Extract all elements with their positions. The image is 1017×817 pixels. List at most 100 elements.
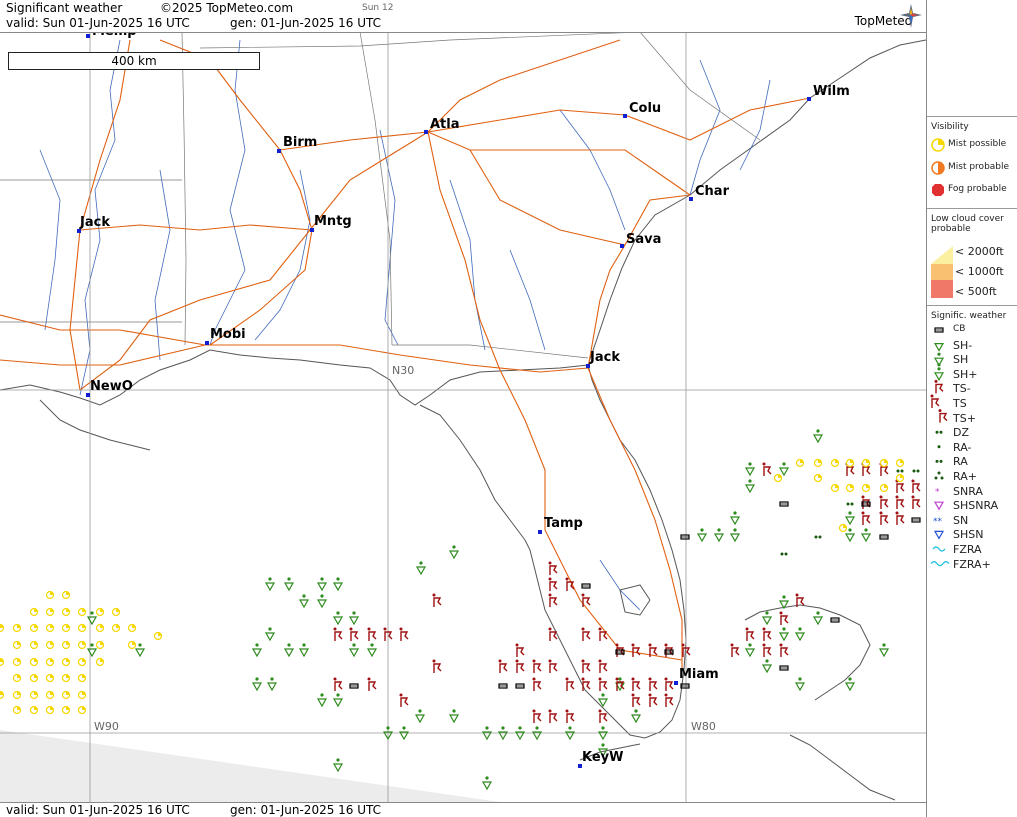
city-label-jack-fl[interactable]: Jack [590, 350, 620, 365]
legend-icon-ts-icon [930, 394, 940, 408]
legend-label-shsnra: SHSNRA [953, 499, 999, 513]
legend-icon-ts-icon [938, 409, 948, 423]
drizzle-symbol [912, 469, 920, 473]
cb-symbol [911, 517, 921, 523]
mist-symbol [153, 631, 163, 641]
mist-symbol [0, 690, 5, 700]
mist-symbol [0, 657, 5, 667]
city-label-wilm[interactable]: Wilm [813, 84, 850, 99]
mist-symbol [895, 458, 905, 468]
shower-symbol [744, 479, 756, 494]
legend-icon-ra-icon [934, 471, 944, 480]
mist-probable-icon [931, 161, 945, 175]
copyright: ©2025 TopMeteo.com [160, 1, 294, 15]
mist-symbol [813, 473, 823, 483]
thunderstorm-symbol [879, 495, 889, 509]
shower-symbol [630, 709, 642, 724]
cb-symbol [515, 683, 525, 689]
city-label-jack-ms[interactable]: Jack [80, 215, 110, 230]
shower-symbol [729, 511, 741, 526]
legend-icon-sn-icon: ** [933, 517, 943, 527]
shower-symbol [298, 643, 310, 658]
legend-label-ra: RA- [953, 440, 972, 454]
mist-symbol [45, 705, 55, 715]
thunderstorm-symbol [895, 511, 905, 525]
shower-symbol [481, 776, 493, 791]
city-label-mobi[interactable]: Mobi [210, 327, 246, 342]
shower-symbol [86, 643, 98, 658]
shower-symbol [597, 726, 609, 741]
legend-icon-cb-icon [934, 327, 944, 333]
thunderstorm-symbol [895, 495, 905, 509]
cb-symbol [861, 501, 871, 507]
city-label-mntg[interactable]: Mntg [314, 214, 352, 229]
fog-probable-icon [932, 184, 944, 196]
day-code: Sun 12 [362, 3, 394, 13]
city-label-miam[interactable]: Miam [679, 667, 719, 682]
cb-symbol [779, 665, 789, 671]
legend-icon-dz-icon [935, 430, 943, 434]
grid-label-n30: N30 [392, 364, 415, 377]
thunderstorm-symbol [879, 511, 889, 525]
thunderstorm-symbol [399, 627, 409, 641]
thunderstorm-symbol [615, 643, 625, 657]
legend-label-shsn: SHSN [953, 528, 984, 542]
shower-symbol [332, 693, 344, 708]
city-label-keyw[interactable]: KeyW [582, 750, 624, 765]
shower-symbol [398, 726, 410, 741]
shower-symbol [696, 528, 708, 543]
svg-text:**: ** [933, 517, 943, 527]
low-cloud-2000: < 2000ft [955, 245, 1004, 258]
thunderstorm-symbol [581, 659, 591, 673]
scale-bar: 400 km [8, 52, 260, 70]
city-label-newo[interactable]: NewO [90, 379, 133, 394]
map-panel[interactable]: N30 W90 W80 400 km Memp Wilm Colu Atla B… [0, 0, 926, 817]
thunderstorm-symbol [548, 627, 558, 641]
thunderstorm-symbol [532, 677, 542, 691]
shower-symbol [729, 528, 741, 543]
thunderstorm-symbol [648, 643, 658, 657]
legend-icon-ra-icon [935, 459, 943, 463]
legend-label-fzra: FZRA [953, 543, 982, 556]
shower-symbol [264, 627, 276, 642]
thunderstorm-symbol [581, 627, 591, 641]
shower-symbol [316, 577, 328, 592]
city-label-tamp[interactable]: Tamp [544, 516, 583, 531]
shower-symbol [531, 726, 543, 741]
legend-panel: Visibility Mist possible Mist probable F… [926, 0, 1017, 817]
shower-symbol [761, 659, 773, 674]
thunderstorm-symbol [762, 627, 772, 641]
shower-symbol [481, 726, 493, 741]
city-marker [205, 341, 209, 345]
city-label-colu[interactable]: Colu [629, 101, 662, 116]
thunderstorm-symbol [432, 593, 442, 607]
city-label-char[interactable]: Char [695, 184, 729, 199]
shower-symbol [812, 611, 824, 626]
city-marker [86, 34, 90, 38]
shower-symbol [251, 643, 263, 658]
cb-symbol [879, 534, 889, 540]
city-label-birm[interactable]: Birm [283, 135, 318, 150]
shower-symbol [778, 462, 790, 477]
thunderstorm-symbol [498, 659, 508, 673]
mist-symbol [0, 623, 5, 633]
mist-symbol [95, 607, 105, 617]
mist-symbol [895, 473, 905, 483]
mist-symbol [45, 590, 55, 600]
shower-symbol [316, 594, 328, 609]
thunderstorm-symbol [664, 643, 674, 657]
legend-label-fzra: FZRA+ [953, 557, 991, 571]
thunderstorm-symbol [349, 627, 359, 641]
legend-icon-shsn-icon [933, 530, 945, 540]
city-label-atla[interactable]: Atla [430, 117, 460, 132]
city-label-sava[interactable]: Sava [626, 232, 662, 247]
sigwx-legend-icons: *** [930, 327, 950, 567]
mist-possible-label: Mist possible [948, 139, 1007, 149]
brand-logo[interactable]: TopMeteo [854, 14, 912, 28]
shower-symbol [366, 643, 378, 658]
thunderstorm-symbol [861, 511, 871, 525]
shower-symbol [348, 611, 360, 626]
header-bar: Significant weather ©2025 TopMeteo.com S… [0, 0, 926, 33]
shower-symbol [778, 595, 790, 610]
cb-symbol [498, 683, 508, 689]
